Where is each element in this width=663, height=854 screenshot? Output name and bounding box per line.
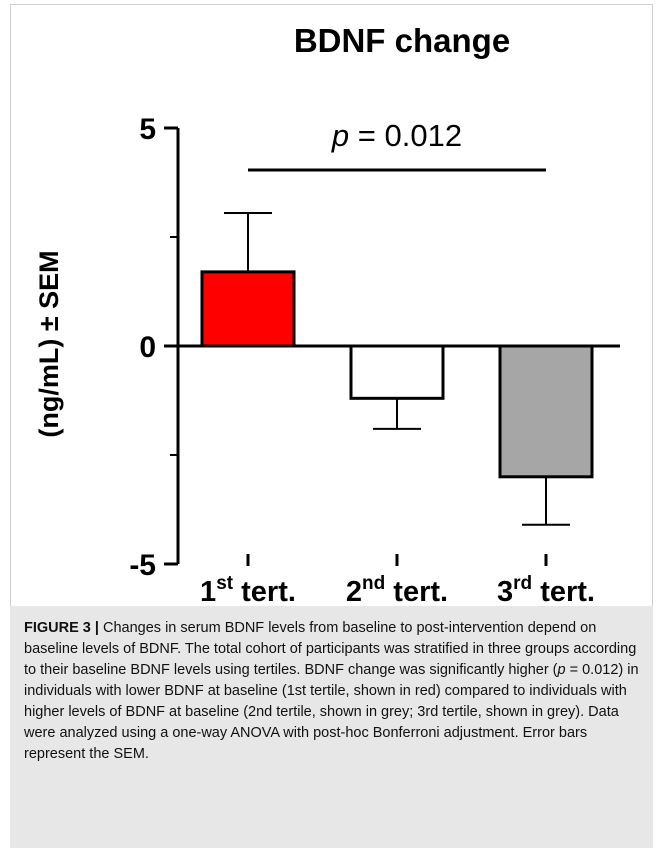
caption-label: FIGURE 3 | — [24, 620, 99, 636]
x-tick-label: 2nd tert. — [346, 573, 448, 606]
bar-chart: BDNF change (ng/mL) ± SEM 5 0 -5 1st tert. 2… — [34, 22, 620, 606]
caption-p-symbol: p — [557, 662, 566, 678]
caption-text-1: Changes in serum BDNF levels from baseli… — [24, 620, 637, 678]
y-tick-label: 0 — [139, 331, 156, 364]
chart-title: BDNF change — [294, 22, 510, 59]
bars — [200, 212, 594, 526]
x-tick-label: 3rd tert. — [497, 573, 595, 606]
figure-caption: FIGURE 3 | Changes in serum BDNF levels … — [24, 618, 639, 765]
significance-annotation: p = 0.012 — [248, 118, 546, 172]
bar — [349, 344, 445, 400]
p-value-label: p = 0.012 — [331, 118, 462, 153]
x-tick-label: 1st tert. — [200, 573, 296, 606]
y-tick-label: 5 — [139, 113, 156, 146]
bar — [498, 344, 594, 479]
figure-caption-box: FIGURE 3 | Changes in serum BDNF levels … — [10, 606, 653, 848]
y-axis-label: (ng/mL) ± SEM — [34, 250, 64, 437]
caption-text-2: = 0.012) in individuals with lower BDNF … — [24, 662, 639, 762]
y-tick-label: -5 — [129, 549, 156, 582]
axes: 5 0 -5 1st tert. 2nd tert. 3rd tert. — [129, 113, 620, 606]
bar — [200, 270, 296, 348]
